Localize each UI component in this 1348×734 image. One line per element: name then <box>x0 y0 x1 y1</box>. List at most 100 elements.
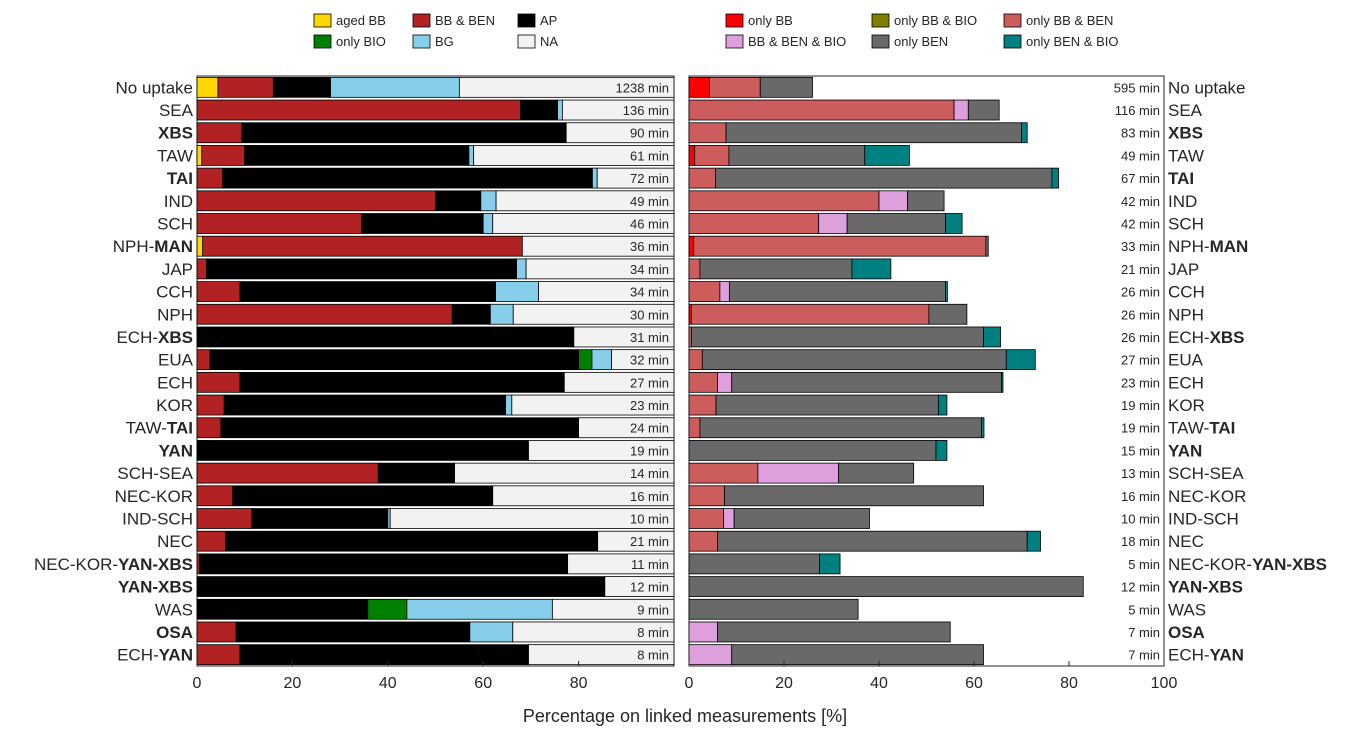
right_panel-minutes-label: 10 min <box>1121 512 1160 527</box>
legend_right-label-5: only BEN & BIO <box>1026 34 1118 49</box>
category-label-right: ECH <box>1168 373 1204 392</box>
category-label-part: YAN-XBS <box>1168 578 1243 597</box>
left_panel-bar-19-1 <box>196 508 253 529</box>
legend_right-swatch-5 <box>1003 34 1022 49</box>
legend_left-swatch-2 <box>517 13 536 28</box>
left_panel-bar-1-1 <box>196 99 521 121</box>
category-label-part: NPH <box>1168 305 1204 324</box>
category-label-right: IND-SCH <box>1168 510 1239 529</box>
right_panel-minutes-label: 67 min <box>1121 171 1160 186</box>
left_panel-bar-5-5 <box>495 190 675 212</box>
category-label-part: WAS <box>155 600 193 619</box>
right_panel-bar-15-5 <box>981 417 985 439</box>
category-label-right: JAP <box>1168 260 1199 279</box>
legend_left-swatch-4 <box>412 34 431 49</box>
legend_left-label-3: only BIO <box>336 34 386 49</box>
left_panel-minutes-label: 49 min <box>630 194 669 209</box>
category-label-right: CCH <box>1168 283 1205 302</box>
left_panel-bar-0-2 <box>272 76 331 98</box>
right_panel-bar-7-4 <box>985 235 989 257</box>
left_panel-bar-3-4 <box>468 145 475 166</box>
category-label-part: NEC-KOR <box>1168 487 1246 506</box>
left_panel-bar-6-2 <box>361 213 484 234</box>
left_panel-bar-17-2 <box>377 462 455 484</box>
legend_left-swatch-1 <box>412 13 431 28</box>
right_panel-minutes-label: 116 min <box>1115 103 1160 118</box>
legend_right-swatch-0 <box>725 13 744 28</box>
right_panel-bar-8-2 <box>688 258 701 280</box>
left_panel-bar-2-2 <box>241 122 567 144</box>
category-label-part: IND-SCH <box>1168 510 1239 529</box>
left_panel-bar-8-4 <box>516 258 527 280</box>
category-label-left: IND <box>164 192 193 211</box>
left_panel-bar-23-2 <box>196 598 369 620</box>
right_panel-bar-10-4 <box>928 303 968 325</box>
right_panel-bar-7-0 <box>688 235 695 257</box>
category-label-part: NEC-KOR- <box>1168 555 1252 574</box>
right_panel-bar-1-3 <box>953 99 969 121</box>
left_panel-bar-6-4 <box>482 213 494 234</box>
right_panel-bar-19-2 <box>688 508 725 529</box>
right_panel-minutes-label: 5 min <box>1128 602 1160 617</box>
category-label-right: YAN <box>1168 441 1202 460</box>
category-label-part: SEA <box>1168 101 1203 120</box>
right_panel-minutes-label: 42 min <box>1121 217 1160 232</box>
right_panel-bar-4-5 <box>1051 167 1059 189</box>
right_panel-bar-9-2 <box>688 281 721 302</box>
left_panel-minutes-label: 10 min <box>630 512 669 527</box>
category-label-part: YAN-XBS <box>118 578 193 597</box>
right_panel-minutes-label: 19 min <box>1121 398 1160 413</box>
category-label-right: TAW-TAI <box>1168 419 1235 438</box>
category-label-part: IND <box>1168 192 1197 211</box>
category-label-left: EUA <box>158 351 194 370</box>
category-label-part: JAP <box>1168 260 1199 279</box>
right_panel-bar-18-2 <box>688 485 726 507</box>
left_panel-bar-2-5 <box>565 122 675 144</box>
left_panel-minutes-label: 61 min <box>630 148 669 163</box>
left_panel-bar-11-2 <box>196 326 575 348</box>
x-axis-title: Percentage on linked measurements [%] <box>523 706 847 726</box>
right_panel-bar-24-3 <box>688 621 718 643</box>
category-label-part: CCH <box>156 283 193 302</box>
right_panel-bar-20-2 <box>688 530 718 552</box>
category-label-part: XBS <box>158 124 193 143</box>
left_panel-bar-6-5 <box>492 213 675 234</box>
right_panel-bar-3-2 <box>694 145 730 166</box>
left_panel-bar-0-4 <box>330 76 460 98</box>
category-label-part: NEC <box>1168 532 1204 551</box>
category-label-part: IND-SCH <box>122 510 193 529</box>
right_panel-bar-6-2 <box>688 213 820 234</box>
category-label-part: SCH-SEA <box>1168 464 1244 483</box>
right_panel-bar-9-3 <box>719 281 730 302</box>
category-label-left: TAW-TAI <box>126 419 193 438</box>
left_panel-frame <box>196 75 675 667</box>
category-label-part: SCH-SEA <box>117 464 193 483</box>
left_panel-bar-4-1 <box>196 167 224 189</box>
left_panel-minutes-label: 1238 min <box>616 80 669 95</box>
category-label-part: No uptake <box>116 78 194 97</box>
left_panel-bar-14-4 <box>505 394 513 416</box>
left_panel-bar-17-1 <box>196 462 379 484</box>
right_panel-minutes-label: 12 min <box>1121 580 1160 595</box>
category-label-right: WAS <box>1168 600 1206 619</box>
category-label-left: NPH-MAN <box>113 237 193 256</box>
left_panel-bar-12-2 <box>209 349 580 371</box>
right_panel-tick-label: 0 <box>685 675 694 692</box>
left_panel-minutes-label: 36 min <box>630 239 669 254</box>
right_panel-bar-9-4 <box>728 281 946 302</box>
left_panel-minutes-label: 14 min <box>630 466 669 481</box>
right_panel-minutes-label: 83 min <box>1121 126 1160 141</box>
left_panel-bar-6-1 <box>196 213 362 234</box>
right_panel-bar-2-2 <box>688 122 727 144</box>
right_panel-bar-0-0 <box>688 76 710 98</box>
left_panel-tick-label: 40 <box>379 675 397 692</box>
right_panel-bar-17-4 <box>838 462 915 484</box>
right_panel-bar-5-3 <box>878 190 908 212</box>
category-label-left: NPH <box>157 305 193 324</box>
left_panel-bar-20-5 <box>597 530 675 552</box>
left_panel-minutes-label: 27 min <box>630 375 669 390</box>
left_panel-minutes-label: 11 min <box>631 557 669 572</box>
right_panel-minutes-label: 26 min <box>1121 285 1160 300</box>
